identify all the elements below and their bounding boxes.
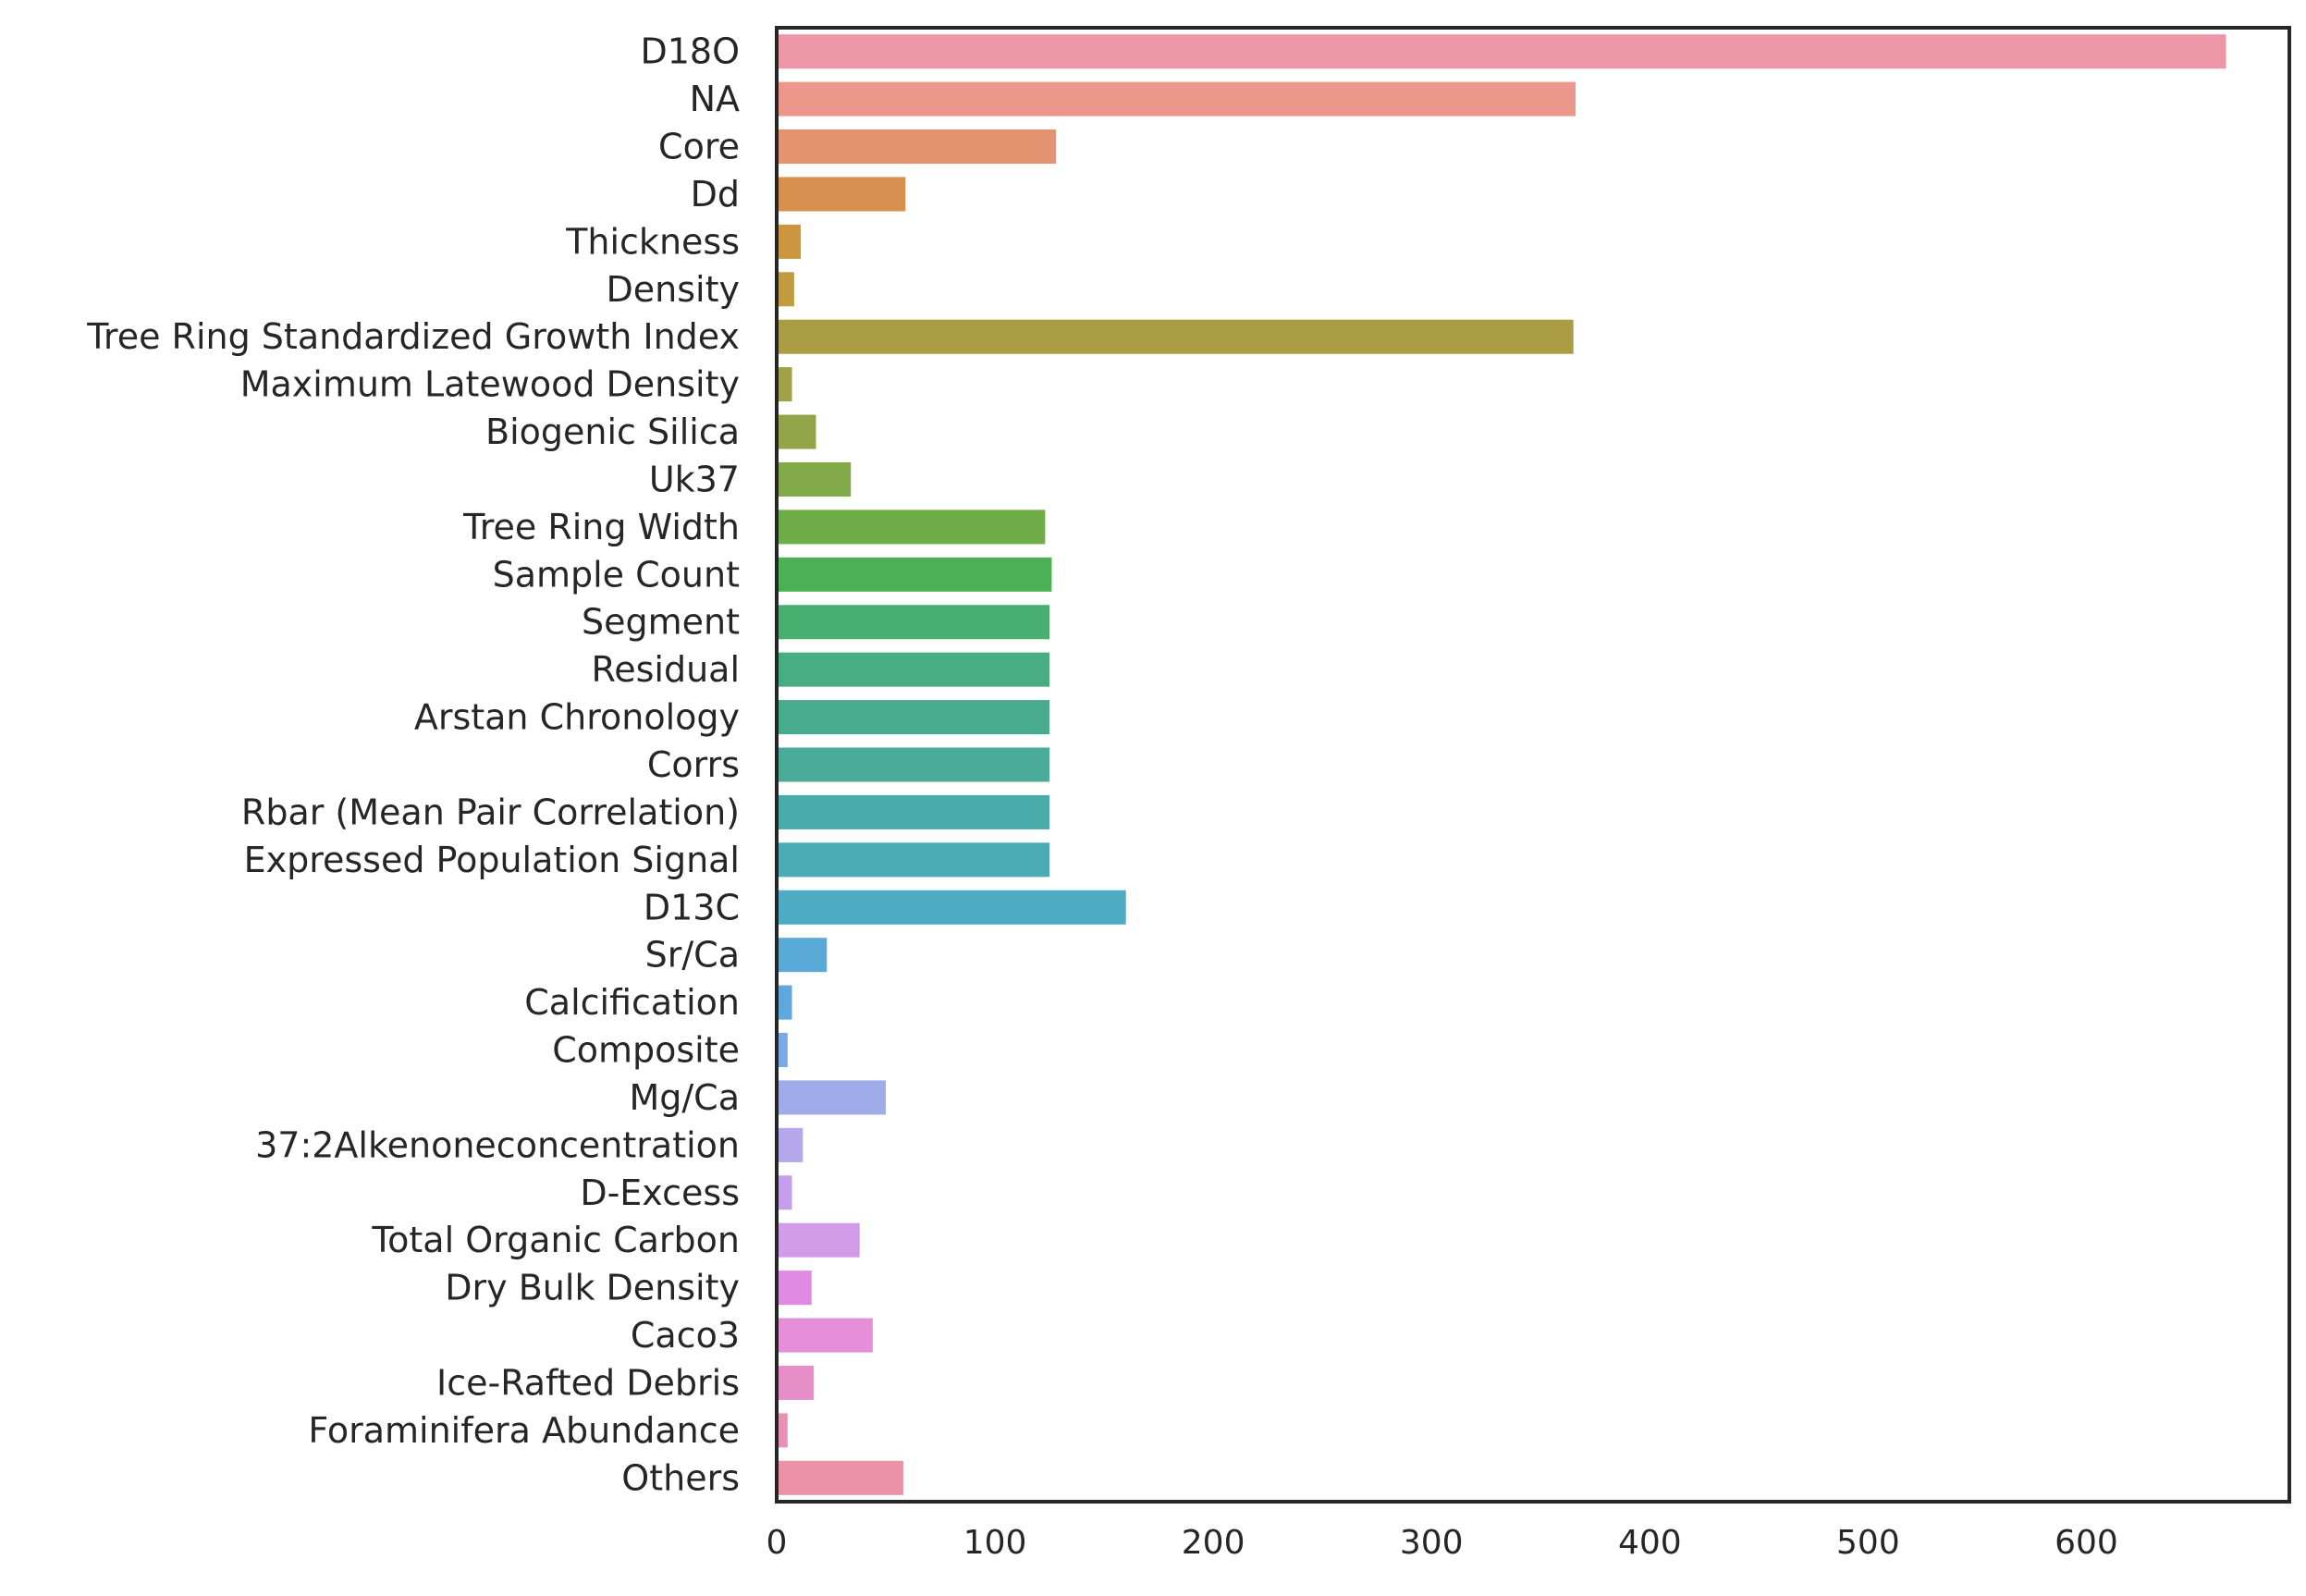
category-label-mg-ca: Mg/Ca [629, 1077, 740, 1118]
category-labels: D18O NA Core Dd Thickness Density Tree Ring St… [86, 31, 740, 1499]
bar-dry-bulk-density [777, 1271, 812, 1306]
bar-caco3 [777, 1318, 873, 1353]
category-label-corrs: Corrs [647, 744, 740, 785]
bar-mg-ca [777, 1080, 887, 1115]
category-label-caco3: Caco3 [631, 1315, 740, 1356]
category-label-maximum-latewood-density: Maximum Latewood Density [240, 364, 740, 405]
category-label-na: NA [690, 79, 740, 119]
category-label-rbar-mean-pair-correlation: Rbar (Mean Pair Correlation) [241, 792, 740, 832]
bar-d-excess [777, 1175, 792, 1210]
category-label-sample-count: Sample Count [493, 554, 740, 595]
bar-others [777, 1460, 903, 1495]
x-tick-label: 0 [767, 1524, 788, 1562]
x-tick-label: 300 [1400, 1524, 1464, 1562]
bar-d13c [777, 890, 1126, 925]
category-label-biogenic-silica: Biogenic Silica [485, 411, 740, 452]
x-tick-label: 100 [963, 1524, 1027, 1562]
category-label-foraminifera-abundance: Foraminifera Abundance [308, 1410, 740, 1451]
category-label-others: Others [621, 1457, 740, 1498]
bar-segment [777, 605, 1050, 640]
category-label-d-excess: D-Excess [580, 1172, 740, 1213]
category-label-dry-bulk-density: Dry Bulk Density [445, 1268, 740, 1308]
bar-density [777, 272, 794, 307]
bar-foraminifera-abundance [777, 1413, 788, 1448]
category-label-tree-ring-width: Tree Ring Width [462, 507, 740, 547]
category-label-sr-ca: Sr/Ca [645, 935, 740, 976]
x-tick-label: 600 [2055, 1524, 2118, 1562]
bar-biogenic-silica [777, 414, 816, 449]
category-label-expressed-population-signal: Expressed Population Signal [244, 840, 740, 880]
category-label-density: Density [607, 269, 740, 310]
category-label-d18o: D18O [640, 31, 740, 72]
bar-corrs [777, 747, 1050, 782]
category-label-ice-rafted-debris: Ice-Rafted Debris [436, 1362, 740, 1403]
bar-expressed-population-signal [777, 842, 1050, 878]
bar-37-2alkenoneconcentration [777, 1127, 803, 1162]
category-label-tree-ring-standardized-growth-index: Tree Ring Standardized Growth Index [86, 316, 740, 357]
x-axis-ticks: 0 100 200 300 400 500 600 [767, 1524, 2118, 1562]
bar-arstan-chronology [777, 700, 1050, 735]
bar-tree-ring-width [777, 509, 1046, 545]
bar-core [777, 129, 1057, 165]
bar-rbar-mean-pair-correlation [777, 794, 1050, 829]
bar-uk37 [777, 461, 852, 497]
category-label-uk37: Uk37 [649, 459, 740, 499]
bar-tree-ring-standardized-growth-index [777, 319, 1574, 354]
bar-maximum-latewood-density [777, 367, 792, 402]
bar-na [777, 81, 1576, 117]
category-label-37-2alkenoneconcentration: 37:2Alkenoneconcentration [255, 1124, 740, 1165]
bar-thickness [777, 224, 801, 259]
plot-frame [775, 26, 2291, 1504]
bar-residual [777, 652, 1050, 687]
bar-dd [777, 177, 906, 212]
category-label-total-organic-carbon: Total Organic Carbon [371, 1220, 740, 1260]
category-label-segment: Segment [582, 602, 740, 643]
category-label-dd: Dd [691, 174, 740, 215]
bar-ice-rafted-debris [777, 1365, 815, 1400]
bar-d18o [777, 34, 2226, 69]
x-tick-label: 200 [1182, 1524, 1245, 1562]
bar-composite [777, 1033, 788, 1068]
category-label-d13c: D13C [644, 887, 740, 927]
bar-sr-ca [777, 938, 828, 973]
bar-total-organic-carbon [777, 1222, 860, 1258]
x-tick-label: 500 [1836, 1524, 1900, 1562]
category-label-thickness: Thickness [565, 221, 740, 262]
x-tick-label: 400 [1618, 1524, 1682, 1562]
category-label-calcification: Calcification [524, 982, 740, 1023]
category-label-residual: Residual [592, 649, 740, 690]
bar-calcification [777, 985, 792, 1020]
bars-group [777, 34, 2226, 1495]
bar-sample-count [777, 557, 1052, 592]
category-label-core: Core [658, 127, 740, 167]
category-label-arstan-chronology: Arstan Chronology [414, 697, 740, 738]
category-label-composite: Composite [552, 1030, 740, 1071]
